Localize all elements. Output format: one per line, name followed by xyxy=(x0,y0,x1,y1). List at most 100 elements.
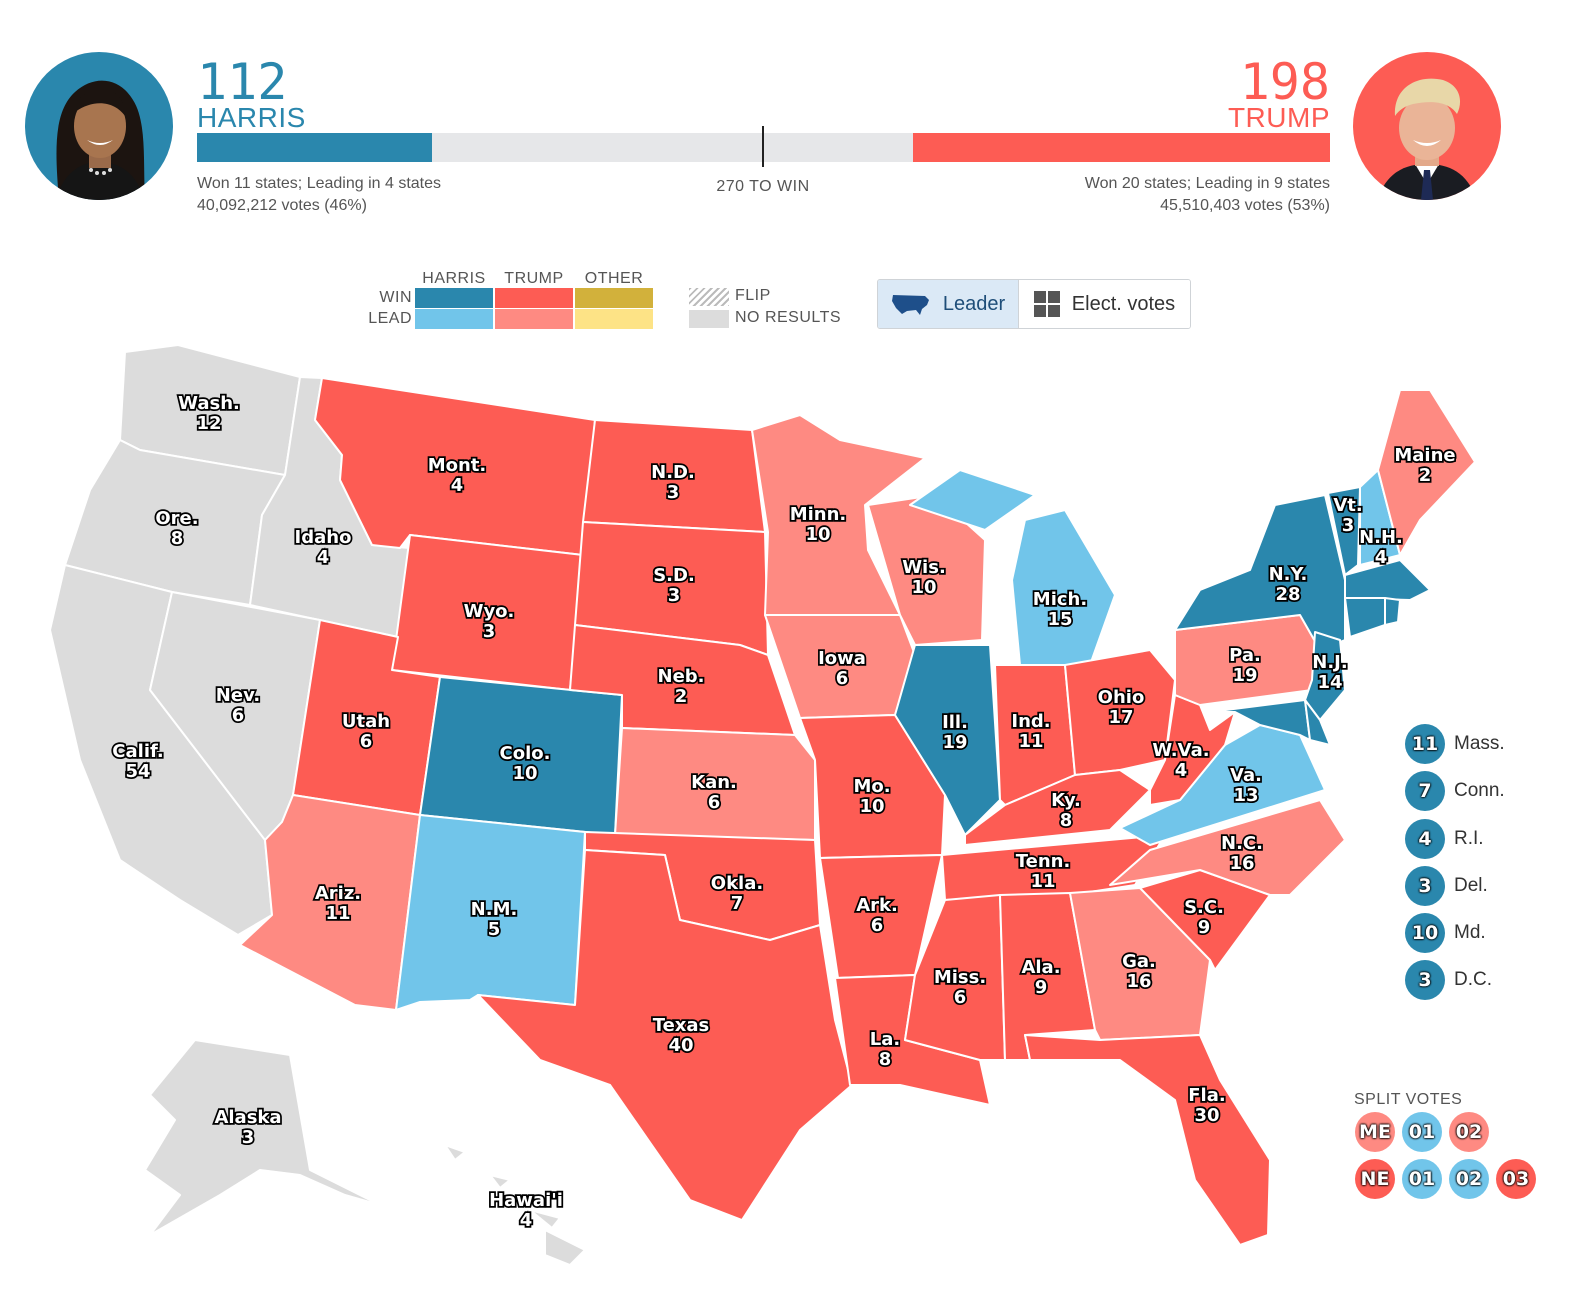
state-ev: 6 xyxy=(360,731,373,752)
harris-progress-fill xyxy=(197,133,433,162)
state-ev: 12 xyxy=(196,413,221,434)
state-new-york[interactable] xyxy=(1174,494,1346,651)
state-florida[interactable] xyxy=(1024,1034,1271,1246)
legend-trump-lead-swatch xyxy=(495,309,573,329)
state-label: Ark. xyxy=(856,895,898,916)
small-state-del[interactable]: 3 Del. xyxy=(1405,866,1488,906)
state-rhode-island[interactable] xyxy=(1384,597,1401,626)
svg-text:Ariz.11: Ariz. 11 xyxy=(315,883,361,924)
split-badge-ne[interactable]: NE xyxy=(1355,1159,1395,1199)
state-kansas[interactable] xyxy=(614,727,816,841)
state-hawaii[interactable] xyxy=(444,1144,586,1266)
svg-text:Hawai'i4: Hawai'i 4 xyxy=(489,1190,563,1231)
small-state-md[interactable]: 10 Md. xyxy=(1405,913,1486,953)
split-badge-ne-01[interactable]: 01 xyxy=(1402,1159,1442,1199)
split-votes-maine: ME 01 02 xyxy=(1355,1112,1489,1152)
harris-name: HARRIS xyxy=(197,102,306,133)
state-delaware[interactable] xyxy=(1304,699,1331,746)
state-label: N.Y. xyxy=(1269,564,1308,585)
svg-text:N.J.14: N.J. 14 xyxy=(1312,652,1347,693)
state-south-carolina[interactable] xyxy=(1139,869,1271,971)
state-ev: 7 xyxy=(731,893,744,914)
split-badge-me[interactable]: ME xyxy=(1355,1112,1395,1152)
split-badge-ne-02[interactable]: 02 xyxy=(1449,1159,1489,1199)
small-state-mass[interactable]: 11 Mass. xyxy=(1405,724,1505,764)
legend-flip-swatch xyxy=(689,288,729,306)
state-label: W.Va. xyxy=(1152,740,1209,761)
state-ev: 14 xyxy=(1317,672,1342,693)
small-state-conn[interactable]: 7 Conn. xyxy=(1405,771,1505,811)
small-state-ev-badge: 3 xyxy=(1405,866,1445,906)
state-label: Mo. xyxy=(853,776,890,797)
state-alaska[interactable] xyxy=(144,1039,381,1236)
state-kentucky[interactable] xyxy=(964,769,1151,846)
state-label: Fla. xyxy=(1188,1085,1225,1106)
state-ev: 6 xyxy=(836,668,849,689)
state-label: La. xyxy=(870,1029,900,1050)
state-ev: 8 xyxy=(879,1049,892,1070)
state-ev: 9 xyxy=(1035,977,1048,998)
state-label: Alaska xyxy=(214,1107,281,1128)
state-label: Maine xyxy=(1394,445,1455,466)
state-label: Ga. xyxy=(1122,951,1156,972)
svg-text:N.C.16: N.C. 16 xyxy=(1221,833,1263,874)
svg-text:Ore.8: Ore. 8 xyxy=(155,508,198,549)
small-state-name: Md. xyxy=(1454,922,1486,943)
state-maine[interactable] xyxy=(1377,389,1476,556)
legend-other-lead-swatch xyxy=(575,309,653,329)
small-state-ri[interactable]: 4 R.I. xyxy=(1405,819,1484,859)
state-west-virginia[interactable] xyxy=(1149,694,1236,806)
state-ev: 19 xyxy=(942,732,967,753)
legend-win-label: WIN xyxy=(379,289,412,306)
state-ev: 10 xyxy=(911,577,936,598)
state-north-carolina[interactable] xyxy=(1109,799,1346,896)
legend-lead-label: LEAD xyxy=(368,310,412,327)
trump-electoral-votes: 198 xyxy=(1239,53,1330,111)
split-badge-me-02[interactable]: 02 xyxy=(1449,1112,1489,1152)
state-label: Wyo. xyxy=(464,601,515,622)
harris-electoral-votes: 112 xyxy=(197,53,288,111)
trump-popular-vote: 45,510,403 votes (53%) xyxy=(1160,197,1330,214)
grid-icon xyxy=(1033,291,1060,317)
svg-text:Ala.9: Ala. 9 xyxy=(1021,957,1060,998)
small-state-ev-badge: 7 xyxy=(1405,771,1445,811)
state-ev: 11 xyxy=(325,903,350,924)
state-ev: 11 xyxy=(1018,731,1043,752)
elect-votes-view-button[interactable]: Elect. votes xyxy=(1019,280,1190,328)
svg-text:Wyo.3: Wyo. 3 xyxy=(464,601,515,642)
state-ev: 6 xyxy=(871,915,884,936)
svg-text:Ark.6: Ark. 6 xyxy=(856,895,898,936)
small-state-ev-badge: 10 xyxy=(1405,913,1445,953)
state-minnesota[interactable] xyxy=(751,414,926,616)
svg-text:N.D.3: N.D. 3 xyxy=(651,462,695,503)
svg-text:La.8: La. 8 xyxy=(870,1029,900,1070)
svg-text:Wis.10: Wis. 10 xyxy=(902,557,946,598)
legend-other-win-swatch xyxy=(575,288,653,308)
svg-text:Kan.6: Kan. 6 xyxy=(691,772,737,813)
state-ev: 9 xyxy=(1198,917,1211,938)
state-ev: 3 xyxy=(1342,515,1355,536)
split-badge-ne-03[interactable]: 03 xyxy=(1496,1159,1536,1199)
leader-view-button[interactable]: Leader xyxy=(878,280,1019,328)
state-ev: 4 xyxy=(451,475,464,496)
state-ev: 17 xyxy=(1108,707,1133,728)
svg-text:Ga.16: Ga. 16 xyxy=(1122,951,1156,992)
state-vermont[interactable] xyxy=(1327,486,1361,576)
split-votes-nebraska: NE 01 02 03 xyxy=(1355,1159,1536,1199)
split-badge-me-01[interactable]: 01 xyxy=(1402,1112,1442,1152)
state-label: Miss. xyxy=(934,967,986,988)
state-label: N.H. xyxy=(1359,527,1403,548)
small-state-dc[interactable]: 3 D.C. xyxy=(1405,960,1492,1000)
us-map-icon xyxy=(891,295,929,315)
state-label: Wis. xyxy=(902,557,946,578)
state-label: Ill. xyxy=(942,712,968,733)
state-ev: 4 xyxy=(1375,547,1388,568)
state-ev: 3 xyxy=(668,585,681,606)
state-connecticut[interactable] xyxy=(1344,597,1386,638)
state-massachusetts[interactable] xyxy=(1344,559,1431,601)
svg-text:Vt.3: Vt. 3 xyxy=(1333,495,1362,536)
split-votes-title: SPLIT VOTES xyxy=(1354,1091,1463,1108)
legend-harris-win-swatch xyxy=(415,288,493,308)
